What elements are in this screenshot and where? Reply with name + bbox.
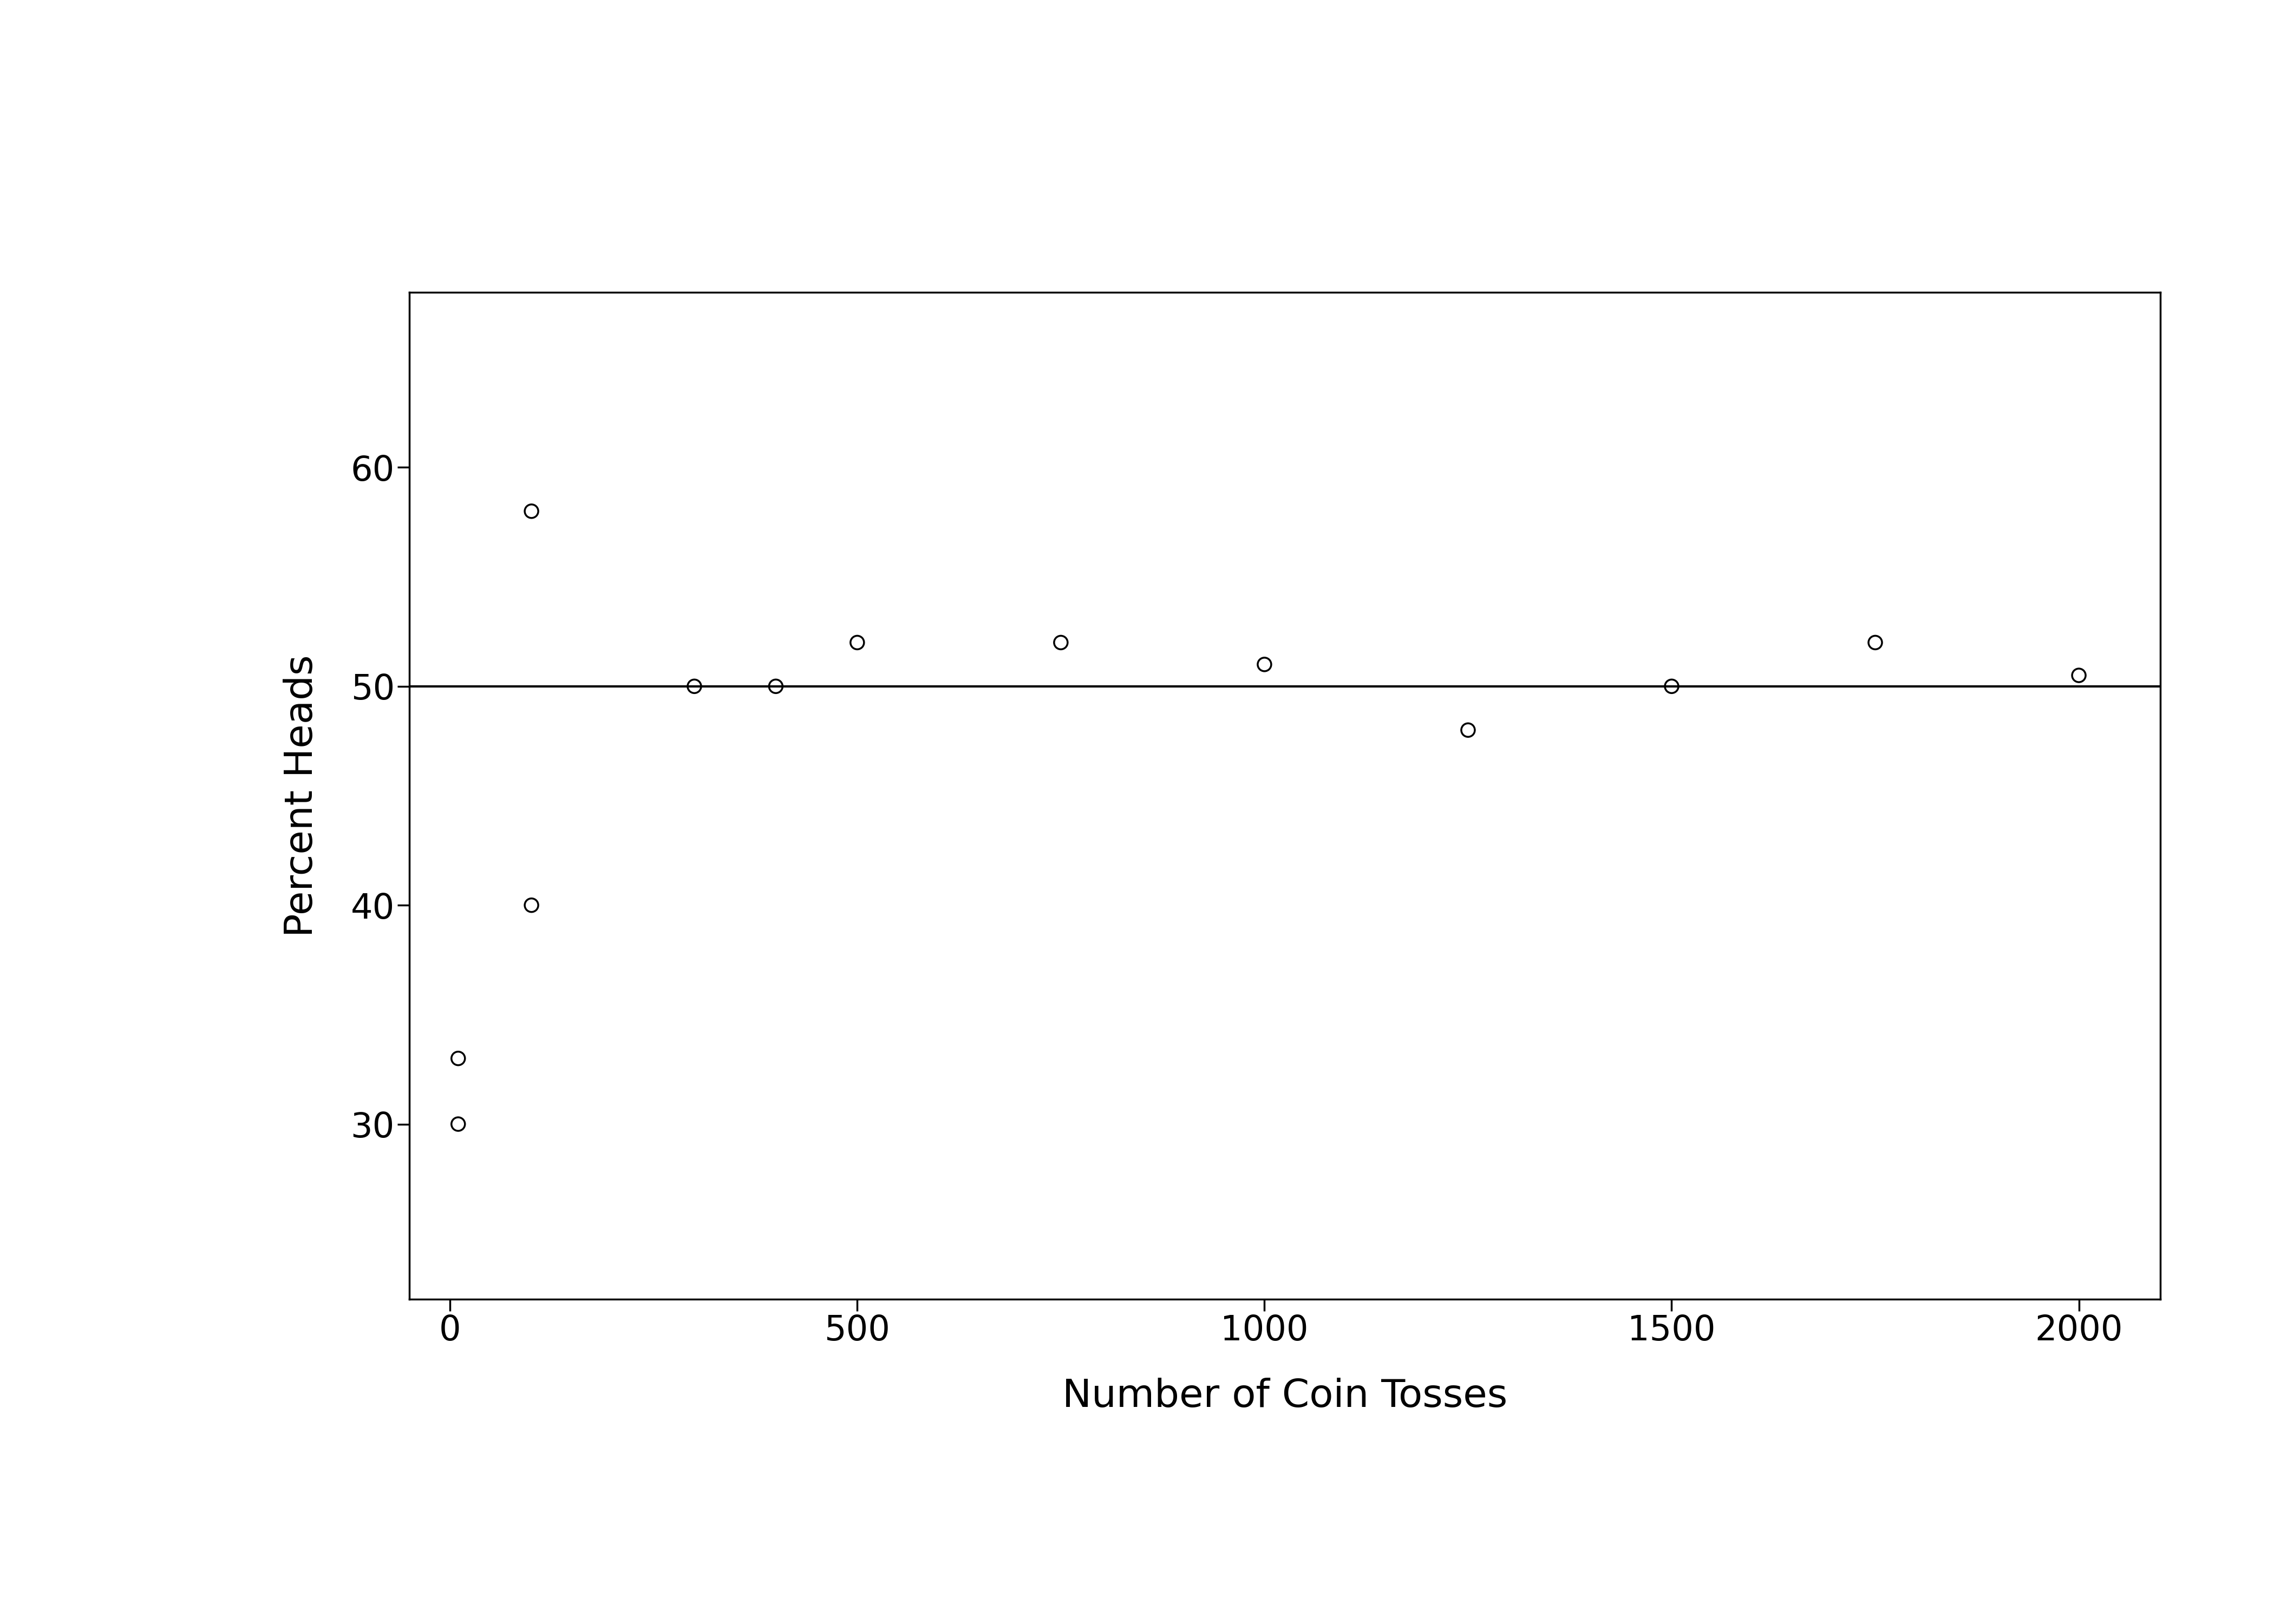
- Point: [757, 674, 794, 700]
- Point: [1451, 718, 1487, 744]
- Point: [514, 499, 550, 525]
- Point: [1858, 630, 1894, 656]
- Point: [1044, 630, 1080, 656]
- Point: [1653, 674, 1690, 700]
- Y-axis label: Percent Heads: Percent Heads: [284, 654, 321, 937]
- Point: [439, 1046, 475, 1072]
- Point: [1246, 651, 1283, 677]
- X-axis label: Number of Coin Tosses: Number of Coin Tosses: [1062, 1377, 1508, 1415]
- Point: [839, 630, 875, 656]
- Point: [675, 674, 712, 700]
- Point: [514, 892, 550, 918]
- Point: [2060, 663, 2097, 689]
- Point: [439, 1111, 475, 1137]
